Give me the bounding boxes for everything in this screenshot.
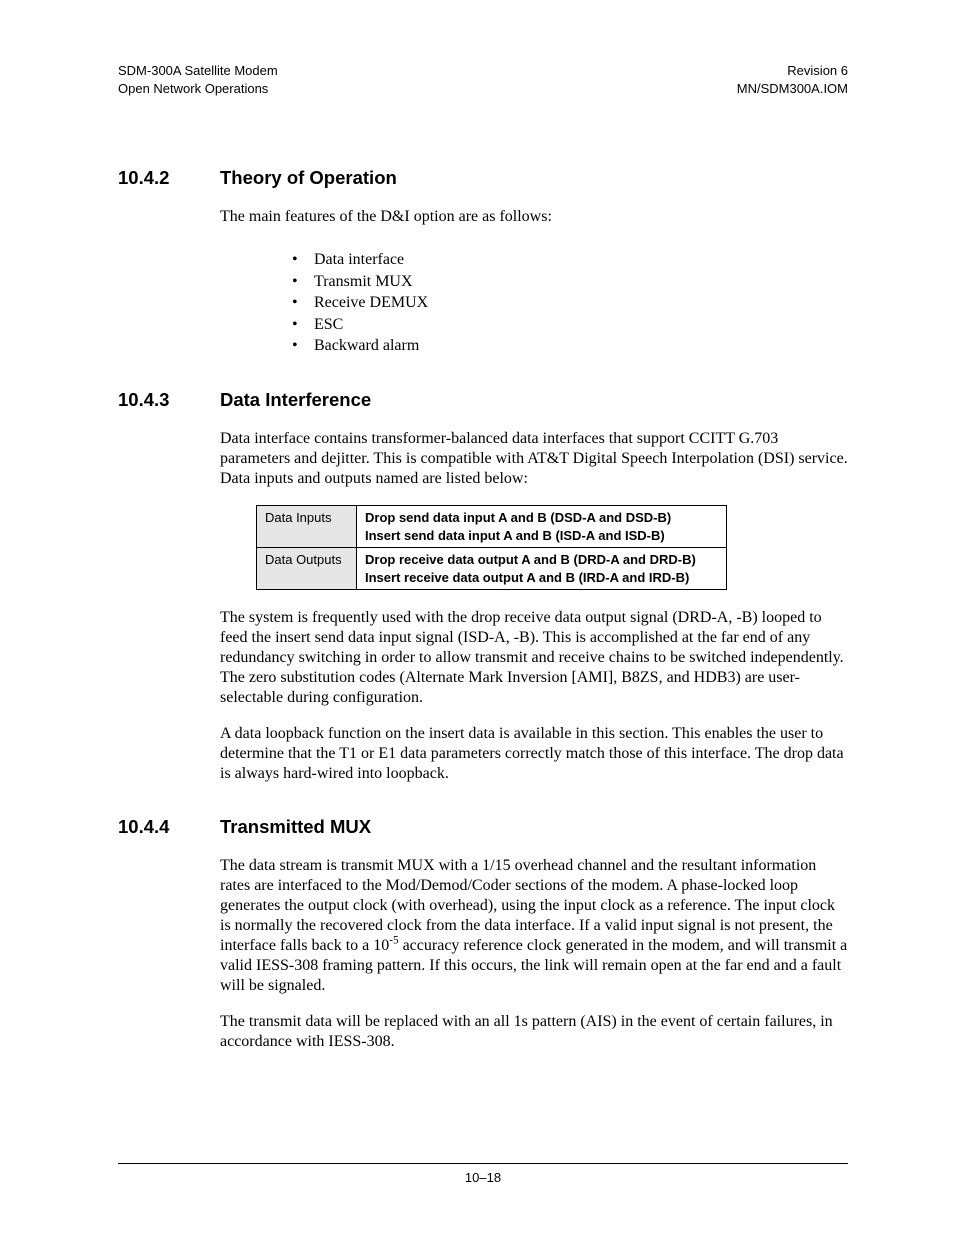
paragraph: The system is frequently used with the d… <box>220 608 848 708</box>
section-theory-of-operation: 10.4.2 Theory of Operation The main feat… <box>118 167 848 357</box>
paragraph: A data loopback function on the insert d… <box>220 724 848 784</box>
header-docnum: MN/SDM300A.IOM <box>737 80 848 98</box>
table-content: Drop receive data output A and B (DRD-A … <box>357 548 727 590</box>
section-number: 10.4.2 <box>118 167 220 189</box>
page-footer: 10–18 <box>118 1163 848 1185</box>
page-header: SDM-300A Satellite Modem Open Network Op… <box>118 62 848 97</box>
list-item: ESC <box>314 314 848 336</box>
header-section: Open Network Operations <box>118 80 278 98</box>
header-right: Revision 6 MN/SDM300A.IOM <box>737 62 848 97</box>
list-item: Data interface <box>314 249 848 271</box>
table-label: Data Outputs <box>257 548 357 590</box>
table-line: Drop receive data output A and B (DRD-A … <box>365 552 696 567</box>
table-content: Drop send data input A and B (DSD-A and … <box>357 506 727 548</box>
table-label: Data Inputs <box>257 506 357 548</box>
section-data-interference: 10.4.3 Data Interference Data interface … <box>118 389 848 784</box>
list-item: Receive DEMUX <box>314 292 848 314</box>
section-body: Data interface contains transformer-bala… <box>118 429 848 784</box>
intro-text: The main features of the D&I option are … <box>220 207 848 227</box>
header-revision: Revision 6 <box>737 62 848 80</box>
section-title: Theory of Operation <box>220 167 397 189</box>
paragraph: The data stream is transmit MUX with a 1… <box>220 856 848 996</box>
data-io-table: Data Inputs Drop send data input A and B… <box>256 505 727 590</box>
paragraph: Data interface contains transformer-bala… <box>220 429 848 489</box>
section-heading: 10.4.2 Theory of Operation <box>118 167 848 189</box>
feature-list: Data interface Transmit MUX Receive DEMU… <box>220 249 848 357</box>
table-line: Insert send data input A and B (ISD-A an… <box>365 528 665 543</box>
section-heading: 10.4.4 Transmitted MUX <box>118 816 848 838</box>
section-body: The data stream is transmit MUX with a 1… <box>118 856 848 1052</box>
section-title: Data Interference <box>220 389 371 411</box>
page-number: 10–18 <box>465 1170 501 1185</box>
list-item: Backward alarm <box>314 335 848 357</box>
header-product: SDM-300A Satellite Modem <box>118 62 278 80</box>
table-line: Insert receive data output A and B (IRD-… <box>365 570 689 585</box>
table-row: Data Inputs Drop send data input A and B… <box>257 506 727 548</box>
list-item: Transmit MUX <box>314 271 848 293</box>
table-line: Drop send data input A and B (DSD-A and … <box>365 510 671 525</box>
section-transmitted-mux: 10.4.4 Transmitted MUX The data stream i… <box>118 816 848 1052</box>
section-number: 10.4.3 <box>118 389 220 411</box>
section-body: The main features of the D&I option are … <box>118 207 848 357</box>
header-left: SDM-300A Satellite Modem Open Network Op… <box>118 62 278 97</box>
section-number: 10.4.4 <box>118 816 220 838</box>
paragraph: The transmit data will be replaced with … <box>220 1012 848 1052</box>
section-title: Transmitted MUX <box>220 816 371 838</box>
table-row: Data Outputs Drop receive data output A … <box>257 548 727 590</box>
section-heading: 10.4.3 Data Interference <box>118 389 848 411</box>
superscript: -5 <box>389 935 398 947</box>
